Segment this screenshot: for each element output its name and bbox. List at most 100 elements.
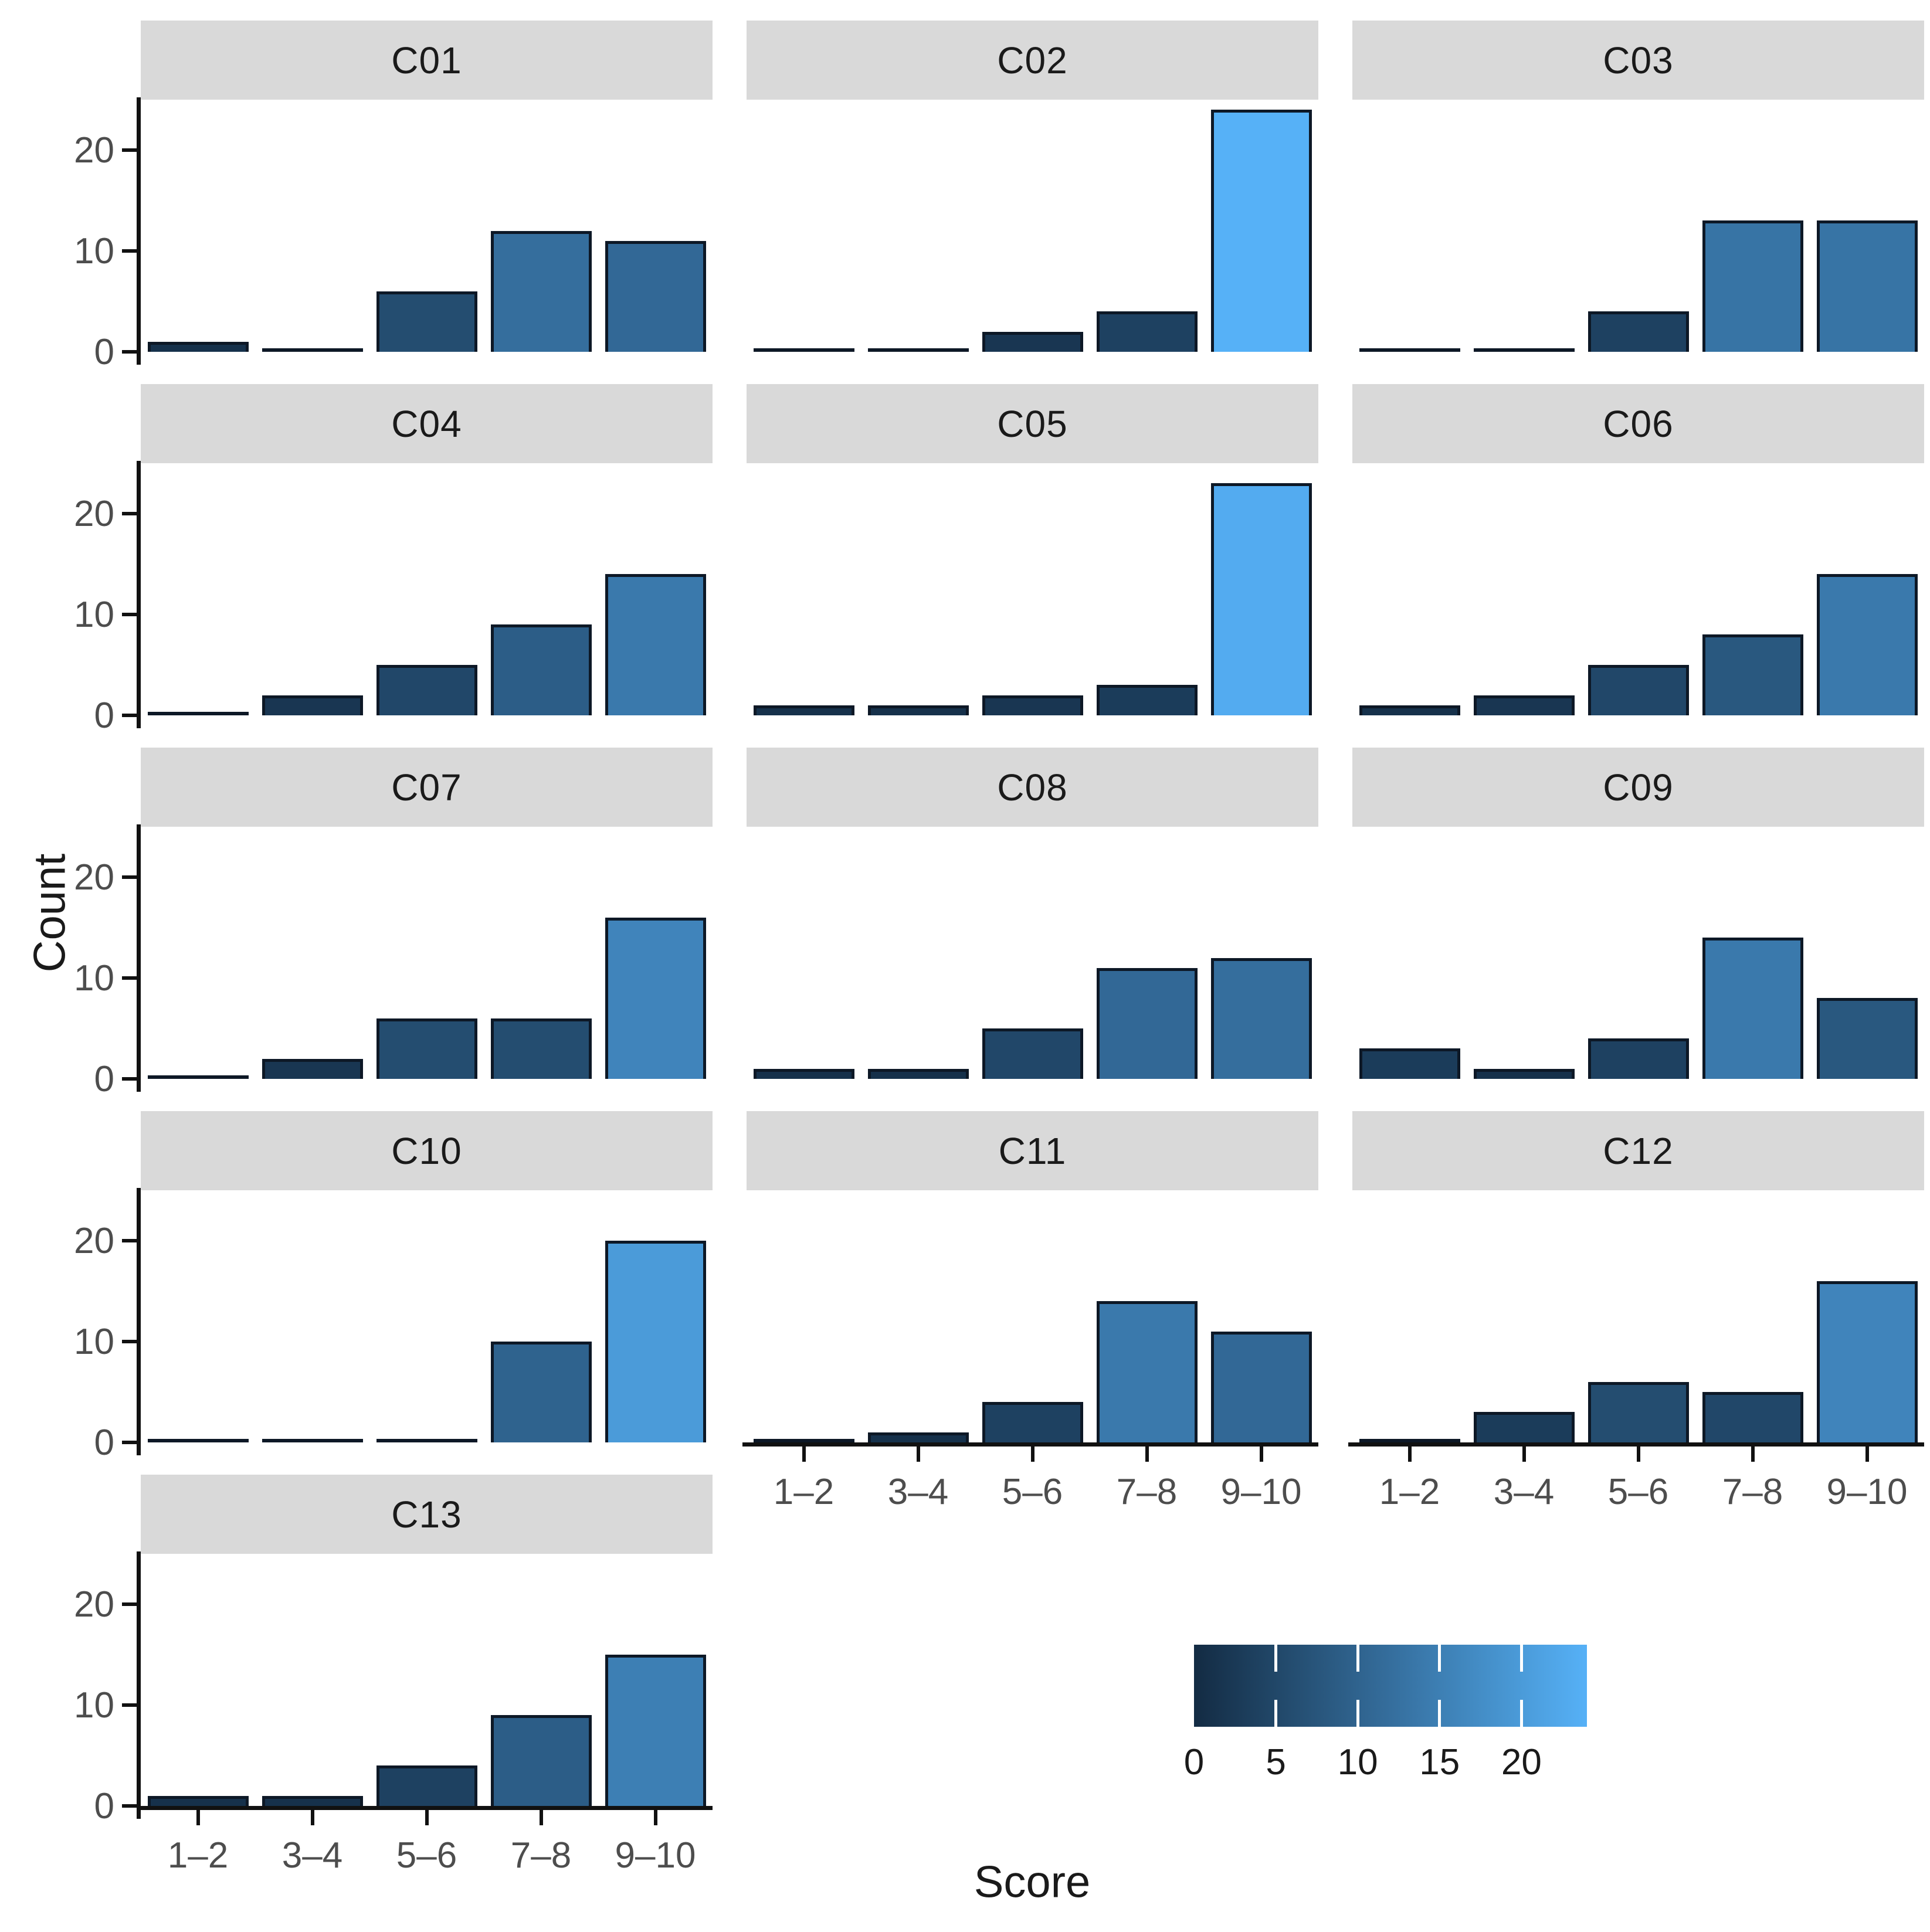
x-tick-mark: [653, 1810, 657, 1825]
x-tick-mark: [196, 1810, 200, 1825]
facet-strip: C11: [747, 1111, 1318, 1190]
bar-c07-9–10: [605, 917, 706, 1079]
bar-slot: [255, 1554, 369, 1806]
bar-slot: [1204, 100, 1318, 352]
bar-c09-9–10: [1816, 998, 1918, 1079]
colorbar-tick: [1438, 1645, 1441, 1672]
bar-c05-5–6: [982, 695, 1083, 715]
facet-panel-c12: C12 1–2 3–4 5–6 7–8 9–10: [1348, 1111, 1924, 1512]
bar-c09-1–2: [1359, 1048, 1460, 1079]
bar-c08-5–6: [982, 1028, 1083, 1079]
bar-group: [747, 463, 1318, 715]
bar-c13-3–4: [262, 1795, 363, 1806]
y-tick-mark: [122, 1703, 137, 1707]
bar-c13-5–6: [376, 1765, 477, 1806]
colorbar-tick: [1274, 1645, 1278, 1672]
facet-panel-c11: C11 1–2 3–4 5–6 7–8 9–10: [742, 1111, 1318, 1512]
bar-slot: [1810, 463, 1924, 715]
bar-slot: [369, 827, 484, 1079]
bar-slot: [484, 1554, 598, 1806]
bar-c08-1–2: [753, 1068, 854, 1079]
bar-c06-7–8: [1702, 634, 1803, 715]
bar-slot: [1467, 100, 1581, 352]
bar-c12-1–2: [1359, 1439, 1460, 1442]
bar-c11-7–8: [1096, 1301, 1198, 1442]
y-tick-mark: [122, 1441, 137, 1444]
bar-slot: [861, 463, 975, 715]
bar-slot: [598, 1554, 713, 1806]
x-tick-mark: [1522, 1447, 1526, 1462]
bar-c06-9–10: [1816, 574, 1918, 715]
facet-strip: C07: [141, 748, 713, 827]
bar-slot: [255, 100, 369, 352]
bar-c10-1–2: [147, 1439, 249, 1442]
bar-c11-9–10: [1210, 1331, 1312, 1442]
y-tick-label: 10: [74, 1321, 114, 1362]
y-tick-label: 0: [94, 331, 114, 372]
x-tick-label: 5–6: [396, 1835, 457, 1876]
colorbar-tick-label: 0: [1183, 1742, 1205, 1782]
plot-area: [1352, 463, 1924, 715]
x-tick-mark: [1145, 1447, 1149, 1462]
facet-panel-c04: C04 0 10 20: [74, 384, 713, 736]
facet-strip: C10: [141, 1111, 713, 1190]
bar-c06-3–4: [1473, 695, 1575, 715]
bar-c02-7–8: [1096, 311, 1198, 352]
bar-c03-7–8: [1702, 220, 1803, 352]
y-tick-mark: [122, 1239, 137, 1242]
colorbar-legend: 0 5 10 15 20: [1184, 1645, 1587, 1785]
bar-c05-3–4: [867, 705, 969, 715]
colorbar-tick-label: 15: [1419, 1742, 1460, 1782]
bar-c11-3–4: [867, 1432, 969, 1442]
colorbar-tick: [1519, 1645, 1523, 1672]
bar-c04-1–2: [147, 712, 249, 715]
plot-area: 0 10 20: [74, 461, 713, 736]
bar-slot: [598, 100, 713, 352]
bar-group: [141, 463, 713, 715]
bar-group: [747, 827, 1318, 1079]
bar-slot: [1352, 827, 1467, 1079]
colorbar-tick: [1438, 1700, 1441, 1727]
bar-slot: [1810, 1190, 1924, 1442]
bar-c02-1–2: [753, 348, 854, 352]
bar-c10-5–6: [376, 1439, 477, 1442]
facet-strip: C06: [1352, 384, 1924, 463]
bar-c11-5–6: [982, 1402, 1083, 1442]
bar-slot: [1090, 463, 1204, 715]
bar-slot: [1581, 100, 1695, 352]
bar-c07-7–8: [490, 1018, 592, 1079]
bar-slot: [861, 100, 975, 352]
facet-strip: C08: [747, 748, 1318, 827]
x-tick-mark: [539, 1810, 543, 1825]
facet-label: C13: [391, 1493, 462, 1536]
bar-c01-3–4: [262, 348, 363, 352]
bar-c10-3–4: [262, 1439, 363, 1442]
facet-label: C05: [997, 402, 1068, 445]
bar-slot: [255, 1190, 369, 1442]
bar-c03-1–2: [1359, 348, 1460, 352]
plot-area: [747, 827, 1318, 1079]
x-tick-label: 9–10: [1826, 1472, 1908, 1512]
bar-slot: [1204, 463, 1318, 715]
x-tick-mark: [1407, 1447, 1412, 1462]
x-tick-label: 5–6: [1607, 1472, 1669, 1512]
bar-group: [1352, 827, 1924, 1079]
bar-slot: [141, 100, 255, 352]
y-tick-label: 10: [74, 594, 114, 635]
bar-slot: [975, 827, 1090, 1079]
bar-slot: [747, 827, 861, 1079]
x-tick-mark: [1751, 1447, 1755, 1462]
facet-label: C04: [391, 402, 462, 445]
bar-slot: [1581, 827, 1695, 1079]
x-tick-mark: [425, 1810, 429, 1825]
y-tick-label: 20: [74, 1584, 114, 1625]
bar-c13-9–10: [605, 1655, 706, 1806]
bar-slot: [1581, 463, 1695, 715]
y-tick-label: 0: [94, 1058, 114, 1099]
y-tick-label: 20: [74, 857, 114, 898]
bar-c10-7–8: [490, 1342, 592, 1442]
bar-c06-5–6: [1588, 665, 1689, 715]
bar-c12-9–10: [1816, 1281, 1918, 1442]
x-tick-mark: [1030, 1447, 1034, 1462]
facet-panel-c01: C01 0 10 20: [74, 21, 713, 372]
